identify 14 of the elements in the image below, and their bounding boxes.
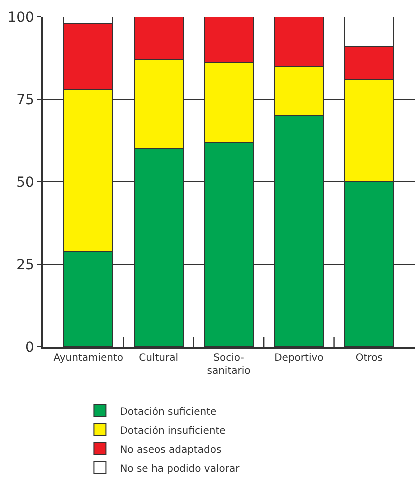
x-tick-label: Cultural <box>139 352 178 364</box>
legend-label: No se ha podido valorar <box>120 464 241 475</box>
legend-label: Dotación suficiente <box>120 406 217 418</box>
x-tick-label: Otros <box>356 352 383 364</box>
y-tick-label: 25 <box>16 257 34 274</box>
x-tick-label: Deportivo <box>274 352 324 364</box>
x-tick-label: Ayuntamiento <box>54 352 124 364</box>
y-tick-label: 0 <box>26 340 34 356</box>
legend-label: No aseos adaptados <box>120 444 222 456</box>
y-tick-label: 75 <box>16 92 34 108</box>
y-tick-label: 50 <box>16 174 34 191</box>
legend-label: Dotación insuficiente <box>120 426 226 437</box>
x-tick-label: Socio- sanitario <box>207 352 251 377</box>
y-tick-label: 100 <box>8 10 34 26</box>
